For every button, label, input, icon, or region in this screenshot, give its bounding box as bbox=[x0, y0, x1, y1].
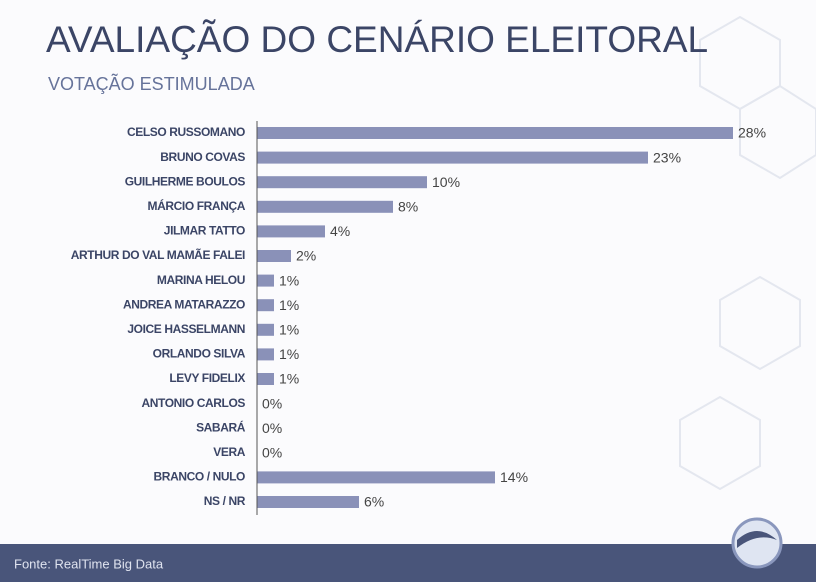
value-label: 4% bbox=[330, 223, 350, 239]
chart-subtitle: VOTAÇÃO ESTIMULADA bbox=[48, 73, 255, 94]
category-label: JILMAR TATTO bbox=[164, 224, 245, 238]
bar bbox=[257, 299, 274, 312]
bar bbox=[257, 471, 495, 484]
bar bbox=[257, 127, 733, 139]
value-label: 0% bbox=[262, 395, 282, 411]
value-label: 28% bbox=[738, 125, 766, 141]
category-label: ANTONIO CARLOS bbox=[141, 396, 245, 410]
category-label: MARINA HELOU bbox=[157, 273, 245, 287]
hex-decoration bbox=[679, 15, 816, 491]
category-label: ANDREA MATARAZZO bbox=[123, 297, 245, 311]
category-label: VERA bbox=[213, 445, 245, 459]
category-label: CELSO RUSSOMANO bbox=[127, 125, 245, 139]
value-label: 14% bbox=[500, 469, 528, 485]
bar bbox=[257, 250, 291, 262]
category-label: MÁRCIO FRANÇA bbox=[148, 198, 246, 213]
value-label: 1% bbox=[279, 322, 299, 338]
bar bbox=[257, 348, 274, 361]
bar bbox=[257, 176, 427, 189]
chart-title: AVALIAÇÃO DO CENÁRIO ELEITORAL bbox=[46, 19, 708, 60]
bar bbox=[257, 274, 274, 287]
value-label: 1% bbox=[279, 346, 299, 362]
category-label: BRUNO COVAS bbox=[160, 150, 245, 164]
value-label: 10% bbox=[432, 174, 460, 190]
value-label: 23% bbox=[653, 149, 681, 165]
value-label: 1% bbox=[279, 297, 299, 313]
bar bbox=[257, 496, 359, 508]
category-label: ARTHUR DO VAL MAMÃE FALEI bbox=[71, 247, 245, 262]
category-label: NS / NR bbox=[204, 494, 246, 508]
category-label: JOICE HASSELMANN bbox=[127, 322, 245, 336]
source: Fonte: RealTime Big Data bbox=[14, 556, 164, 571]
bar bbox=[257, 373, 274, 385]
value-label: 6% bbox=[364, 494, 384, 510]
value-label: 8% bbox=[398, 199, 418, 215]
category-label: SABARÁ bbox=[196, 419, 246, 434]
category-label: ORLANDO SILVA bbox=[153, 347, 246, 361]
value-label: 1% bbox=[279, 371, 299, 387]
bar bbox=[257, 225, 325, 238]
value-label: 0% bbox=[262, 420, 282, 436]
value-label: 1% bbox=[279, 272, 299, 288]
value-label: 2% bbox=[296, 248, 316, 264]
footer-bar bbox=[0, 544, 816, 582]
bar bbox=[257, 200, 393, 213]
logo bbox=[731, 517, 783, 569]
bar bbox=[257, 151, 648, 164]
category-label: GUILHERME BOULOS bbox=[125, 174, 246, 188]
bar bbox=[257, 323, 274, 336]
plot-area: CELSO RUSSOMANO 28% BRUNO COVAS 23% GUILHERM… bbox=[71, 125, 766, 510]
category-label: BRANCO / NULO bbox=[154, 470, 246, 484]
category-label: LEVY FIDELIX bbox=[169, 371, 245, 385]
value-label: 0% bbox=[262, 445, 282, 461]
